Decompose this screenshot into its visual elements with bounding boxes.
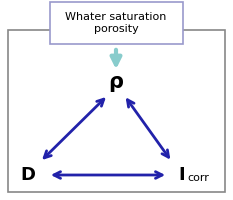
Text: corr: corr (187, 173, 209, 183)
Text: D: D (21, 166, 35, 184)
Text: ρ: ρ (109, 72, 123, 92)
Text: Whater saturation
porosity: Whater saturation porosity (65, 12, 167, 34)
Text: I: I (178, 166, 185, 184)
Bar (50, 2, 183, 44)
Bar (8, 30, 225, 192)
